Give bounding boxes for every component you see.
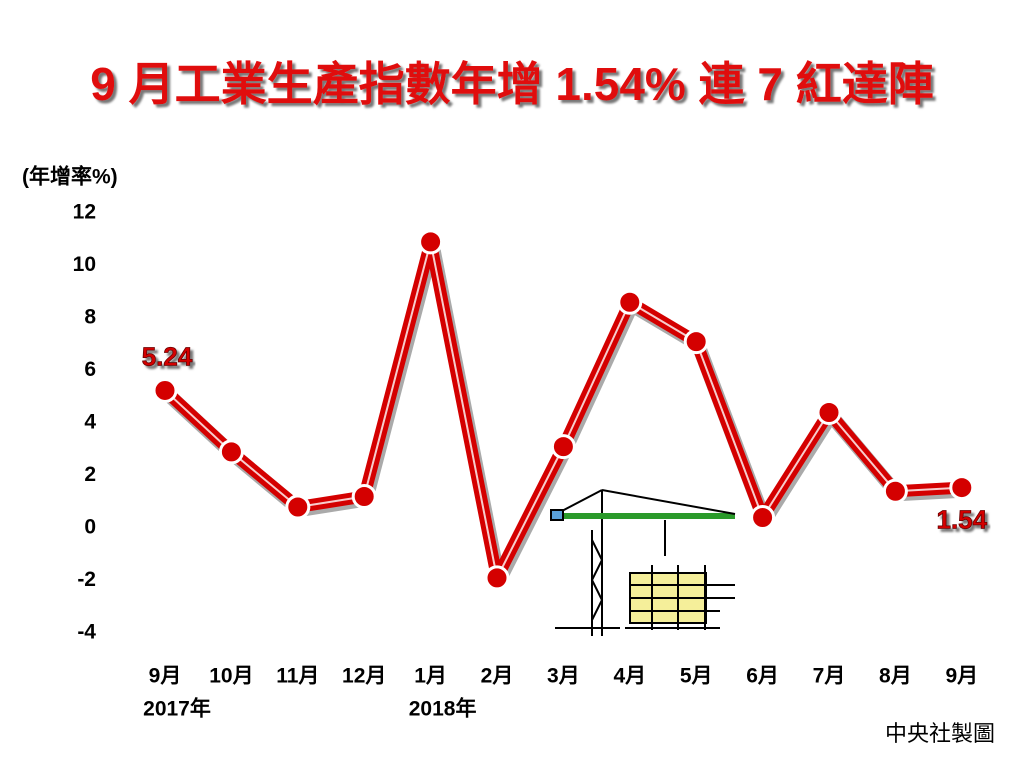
y-tick-label: 12 [73, 201, 96, 224]
y-tick-label: 6 [84, 358, 96, 381]
x-tick-label: 6月 [746, 665, 779, 688]
y-tick-label: 2 [84, 463, 96, 486]
y-tick-label: 0 [84, 516, 96, 539]
source: 中央社製圖 [885, 721, 995, 746]
marker [617, 289, 643, 315]
y-tick-label: 8 [84, 306, 96, 329]
marker [949, 475, 975, 501]
marker [351, 484, 377, 509]
x-tick-label: 12月 [342, 665, 386, 688]
marker [816, 400, 842, 425]
marker [750, 505, 776, 530]
marker [285, 494, 311, 520]
y-axis-label: (年增率%) [22, 165, 118, 189]
marker [683, 329, 709, 355]
crane-illustration [550, 489, 736, 636]
marker [152, 377, 178, 403]
marker [418, 229, 444, 255]
y-tick-label: 4 [84, 411, 96, 434]
marker [484, 565, 510, 591]
line-highlight [164, 240, 962, 579]
marker [550, 434, 576, 460]
chart-title: 9 月工業生產指數年增 1.54% 連 7 紅達陣 [90, 58, 934, 110]
y-tick-label: 10 [73, 253, 96, 276]
x-tick-label: 2月 [481, 665, 514, 688]
x-tick-label: 1月 [414, 665, 447, 688]
marker [882, 478, 908, 504]
value-label: 1.54 [936, 504, 987, 534]
x-tick-label: 7月 [813, 665, 846, 688]
x-tick-label: 3月 [547, 665, 580, 688]
line-shadow [162, 237, 965, 588]
x-tick-label: 4月 [613, 665, 646, 688]
year-label: 2018年 [409, 697, 477, 721]
x-tick-label: 8月 [879, 665, 912, 688]
marker [218, 439, 244, 465]
y-tick-label: -2 [77, 568, 96, 591]
y-tick-label: -4 [77, 621, 96, 644]
x-tick-label: 11月 [276, 665, 319, 688]
x-tick-label: 9月 [945, 665, 978, 688]
year-label: 2017年 [143, 697, 211, 721]
x-tick-label: 10月 [209, 665, 253, 688]
value-label: 5.24 [142, 341, 193, 371]
x-tick-label: 9月 [149, 665, 182, 688]
x-tick-label: 5月 [680, 665, 713, 688]
line [160, 235, 963, 584]
